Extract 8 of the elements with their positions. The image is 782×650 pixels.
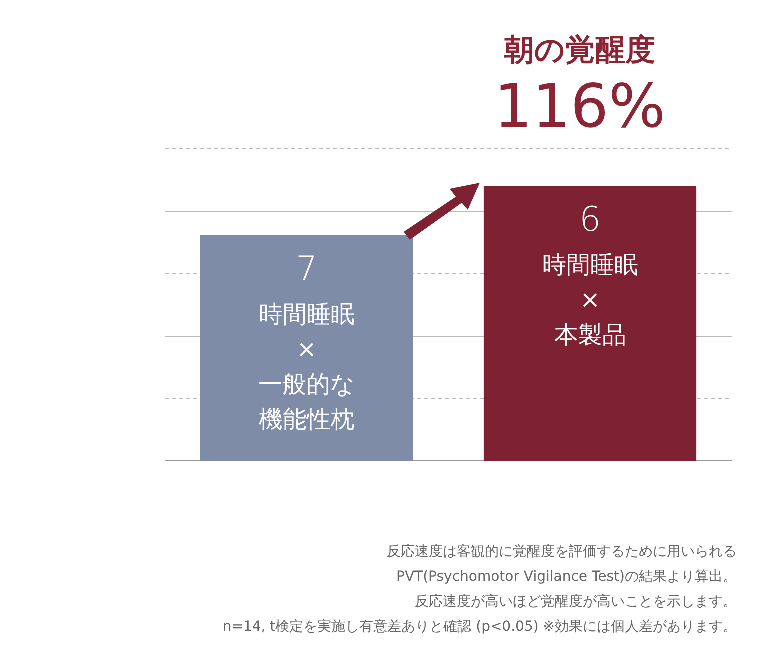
text: PVT(Psychomotor Vigilance Test)の結果より算出。 <box>396 568 737 587</box>
x-tick-label: 6 時間睡眠 × 本製品 <box>542 200 638 350</box>
x-tick-label: 7 時間睡眠 × 一般的な機能性枕 <box>258 249 356 434</box>
text: 116% <box>493 72 667 142</box>
text: n=14, t検定を実施し有意差ありと確認 (p<0.05) ※効果には個人差があります。 <box>222 618 737 637</box>
text: 反応速度は客観的に覚醒度を評価するために用いられる <box>386 543 737 562</box>
chart-title: 朝の覚醒度 <box>503 32 656 70</box>
text: 反応速度が高いほど覚醒度が高いことを示します。 <box>414 593 737 612</box>
